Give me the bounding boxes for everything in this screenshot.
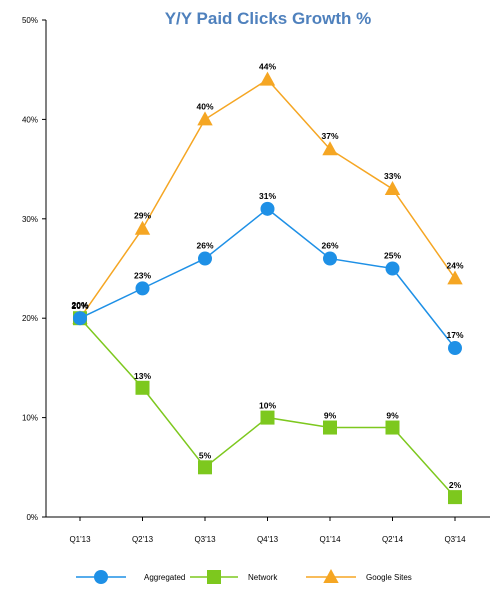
- data-label: 25%: [384, 251, 401, 261]
- data-label: 9%: [324, 411, 337, 421]
- y-tick-label: 30%: [22, 215, 38, 224]
- data-label: 26%: [196, 241, 213, 251]
- axes: 0% 10% 20% 30% 40% 50% Q1'13 Q2'13 Q3'13 Q4'13 Q1'…: [22, 16, 490, 544]
- data-point: [323, 251, 337, 266]
- legend-marker: [207, 570, 221, 584]
- x-tick-label: Q3'13: [194, 535, 216, 544]
- data-label: 20%: [71, 300, 88, 310]
- data-label: 40%: [196, 101, 213, 111]
- y-tick-label: 10%: [22, 414, 38, 423]
- y-tick-label: 20%: [22, 314, 38, 323]
- data-point: [448, 341, 462, 356]
- data-label: 20%: [71, 301, 88, 311]
- legend: Aggregated Network Google Sites: [76, 569, 412, 584]
- data-label: 31%: [259, 191, 276, 201]
- data-point: [385, 261, 400, 276]
- x-tick-label: Q4'13: [257, 535, 279, 544]
- data-label: 26%: [321, 241, 338, 251]
- legend-marker: [94, 570, 108, 584]
- data-point: [135, 281, 150, 296]
- x-tick-label: Q1'13: [69, 535, 91, 544]
- legend-item-network: Network: [190, 570, 278, 584]
- data-label: 10%: [259, 401, 276, 411]
- chart-title: Y/Y Paid Clicks Growth %: [165, 9, 372, 28]
- data-point: [260, 410, 275, 425]
- legend-label: Aggregated: [144, 573, 185, 582]
- data-point: [259, 71, 276, 86]
- data-point: [385, 420, 400, 435]
- data-label: 24%: [446, 260, 463, 270]
- series-layer: 20%23%26%31%26%25%17%20%13%5%10%9% 9%2%20…: [71, 62, 464, 505]
- y-tick-label: 40%: [22, 115, 38, 124]
- data-label: 17%: [446, 330, 463, 340]
- legend-label: Google Sites: [366, 573, 412, 582]
- data-point: [198, 251, 212, 266]
- data-point: [447, 270, 463, 285]
- data-point: [323, 420, 337, 435]
- x-tick-label: Q2'13: [132, 535, 154, 544]
- legend-marker: [323, 569, 339, 583]
- data-point: [134, 220, 151, 235]
- x-tick-label: Q3'14: [444, 535, 466, 544]
- data-point: [322, 141, 338, 156]
- data-point: [73, 311, 87, 326]
- y-tick-label: 50%: [22, 16, 38, 25]
- data-label: 13%: [134, 371, 151, 381]
- data-label: 33%: [384, 171, 401, 181]
- legend-label: Network: [248, 573, 278, 582]
- legend-item-aggregated: Aggregated: [76, 570, 185, 584]
- data-labels: 20%23%26%31%26%25%17%20%13%5%10%9% 9%2%20…: [71, 62, 463, 490]
- data-label: 37%: [321, 131, 338, 141]
- data-point: [197, 111, 213, 126]
- data-label: 29%: [134, 211, 151, 221]
- data-label: 9%: [386, 411, 399, 421]
- data-label: 5%: [199, 450, 212, 460]
- data-point: [198, 460, 212, 475]
- data-label: 20%: [71, 300, 88, 310]
- data-point: [448, 490, 462, 505]
- x-tick-label: Q2'14: [382, 535, 404, 544]
- data-point: [135, 380, 150, 395]
- data-label: 23%: [134, 270, 151, 280]
- data-label: 44%: [259, 62, 276, 72]
- y-tick-label: 0%: [26, 513, 38, 522]
- x-tick-label: Q1'14: [319, 535, 341, 544]
- legend-item-google-sites: Google Sites: [306, 569, 412, 583]
- data-point: [384, 181, 401, 195]
- data-label: 2%: [449, 480, 462, 490]
- data-point: [260, 201, 275, 216]
- series-aggregated: [73, 201, 462, 356]
